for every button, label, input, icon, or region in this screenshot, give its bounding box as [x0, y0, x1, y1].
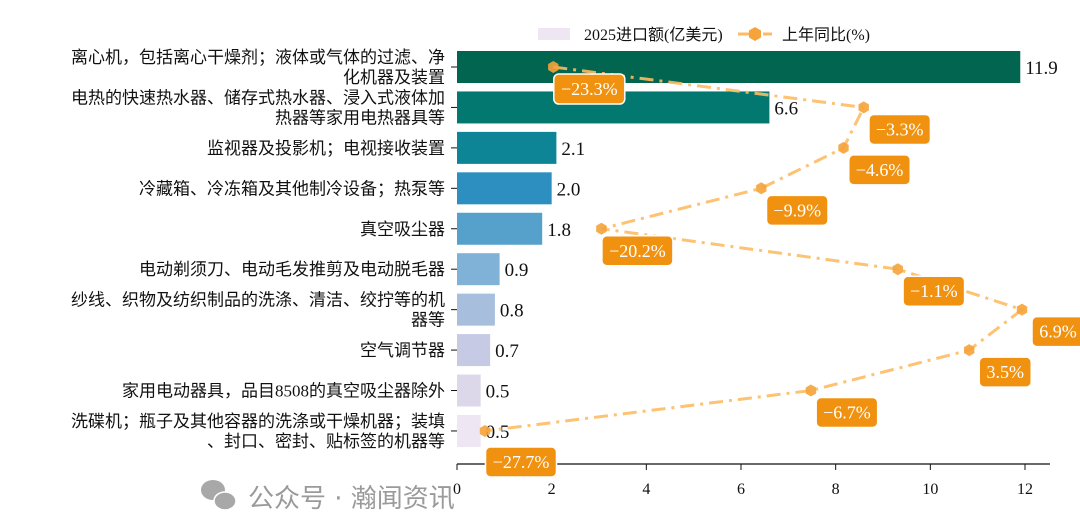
yoy-label: −20.2%	[609, 241, 666, 261]
legend-line-label: 上年同比(%)	[782, 26, 870, 44]
y-tick-label: 电热的快速热水器、储存式热水器、浸入式液体加	[71, 88, 445, 107]
wechat-icon	[201, 480, 237, 511]
y-tick-label: 洗碟机；瓶子及其他容器的洗涤或干燥机器；装填	[71, 412, 445, 431]
yoy-marker	[479, 425, 491, 437]
yoy-label: −1.1%	[910, 281, 958, 301]
bar	[457, 334, 491, 367]
bar	[457, 374, 481, 407]
yoy-marker	[596, 222, 607, 235]
x-tick-label: 0	[453, 481, 461, 498]
x-tick-label: 2	[548, 481, 556, 498]
y-tick-label: 监视器及投影机；电视接收装置	[207, 139, 445, 158]
yoy-marker	[964, 344, 975, 357]
yoy-label: −4.6%	[856, 160, 904, 180]
y-tick-label: 纱线、织物及纺织制品的洗涤、清洁、绞拧等的机	[71, 291, 445, 310]
legend-bar-label: 2025进口额(亿美元)	[584, 26, 723, 44]
yoy-marker	[892, 263, 903, 276]
y-tick-label: 热器等家用电热器具等	[275, 108, 445, 127]
bar-value-label: 0.5	[486, 382, 510, 403]
bar-value-label: 2.1	[561, 139, 585, 160]
y-tick-label: 化机器及装置	[343, 68, 445, 87]
x-tick-label: 8	[832, 481, 840, 498]
bar	[457, 293, 495, 326]
yoy-label-box	[601, 235, 674, 267]
bar-value-label: 6.6	[774, 98, 798, 119]
yoy-line	[484, 65, 1026, 433]
bar	[457, 172, 552, 205]
yoy-marker	[858, 101, 869, 114]
x-tick-label: 4	[642, 481, 650, 498]
y-tick-label: 离心机，包括离心干燥剂；液体或气体的过滤、净	[71, 48, 445, 67]
bar-value-label: 0.9	[505, 260, 529, 281]
x-tick-label: 10	[922, 481, 938, 498]
y-tick-label: 器等	[411, 311, 445, 330]
legend-bar-swatch	[538, 28, 570, 40]
watermark-text: 公众号 · 瀚闻资讯	[248, 484, 455, 514]
yoy-label-box	[484, 446, 558, 478]
bar-value-label: 1.8	[547, 220, 571, 241]
yoy-label: −3.3%	[876, 119, 924, 139]
yoy-label: 3.5%	[986, 362, 1024, 382]
bar-value-label: 11.9	[1025, 58, 1058, 79]
bar	[457, 414, 481, 447]
yoy-label-box	[978, 356, 1032, 388]
yoy-label-box	[765, 194, 829, 227]
legend-line-marker	[749, 27, 761, 41]
x-tick-label: 6	[737, 481, 745, 498]
yoy-label-box	[1031, 315, 1080, 348]
yoy-marker	[756, 182, 767, 195]
legend: 2025进口额(亿美元) 上年同比(%)	[538, 26, 870, 44]
bar	[457, 212, 543, 245]
yoy-label: −27.7%	[493, 452, 550, 472]
yoy-marker	[1016, 303, 1028, 316]
bar-value-label: 0.7	[495, 341, 519, 362]
bar-value-label: 0.5	[486, 422, 510, 443]
y-tick-label: 家用电动器具，品目8508的真空吸尘器除外	[122, 382, 445, 401]
yoy-label-box	[868, 113, 932, 146]
yoy-label-box	[902, 275, 966, 307]
yoy-label: 6.9%	[1039, 322, 1077, 342]
bar-value-label: 0.8	[500, 301, 524, 322]
x-tick-label: 12	[1017, 481, 1033, 498]
y-tick-label: 真空吸尘器	[360, 220, 445, 239]
y-tick-label: 、封口、密封、贴标签的机器等	[207, 432, 445, 451]
yoy-marker	[838, 141, 849, 154]
bar-value-label: 2.0	[557, 179, 581, 200]
bar	[457, 131, 557, 164]
yoy-label: −6.7%	[823, 403, 871, 423]
yoy-marker	[805, 384, 817, 397]
yoy-label-box	[553, 73, 626, 105]
bar	[457, 51, 1021, 83]
bar	[457, 253, 500, 286]
y-tick-label: 冷藏箱、冷冻箱及其他制冷设备；热泵等	[139, 179, 445, 198]
yoy-label: −23.3%	[561, 79, 618, 99]
yoy-label: −9.9%	[773, 200, 821, 220]
yoy-marker	[548, 61, 559, 73]
yoy-label-box	[815, 396, 879, 429]
y-tick-label: 空气调节器	[360, 341, 445, 360]
yoy-label-box	[848, 154, 912, 186]
y-tick-label: 电动剃须刀、电动毛发推剪及电动脱毛器	[139, 260, 445, 279]
watermark: 公众号 · 瀚闻资讯	[201, 480, 455, 514]
